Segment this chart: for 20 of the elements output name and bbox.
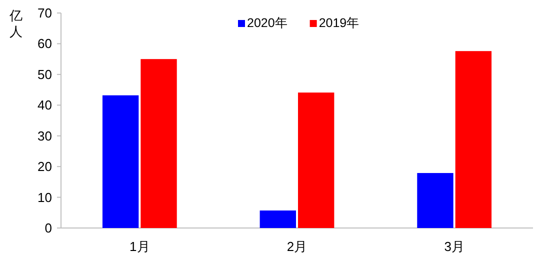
- y-tick-label: 70: [38, 6, 52, 20]
- y-tick-label: 10: [38, 190, 52, 205]
- bar: [102, 95, 139, 228]
- bar: [260, 210, 296, 228]
- y-tick-label: 60: [38, 36, 52, 52]
- x-tick-label: 1月: [130, 239, 150, 254]
- bar: [417, 173, 454, 228]
- y-tick-label: 40: [38, 98, 52, 113]
- legend-label: 2019年: [318, 16, 360, 30]
- y-tick-label: 20: [38, 159, 52, 174]
- x-tick-label: 3月: [444, 239, 464, 254]
- bar: [298, 92, 334, 228]
- y-axis-title: 亿人: [8, 8, 22, 39]
- legend-label: 2020年: [247, 16, 288, 30]
- bar: [455, 51, 492, 228]
- bar: [140, 59, 177, 228]
- y-tick-label: 0: [44, 220, 52, 236]
- x-tick-label: 2月: [286, 239, 308, 254]
- y-tick-label: 50: [38, 66, 52, 82]
- y-tick-label: 30: [38, 128, 52, 144]
